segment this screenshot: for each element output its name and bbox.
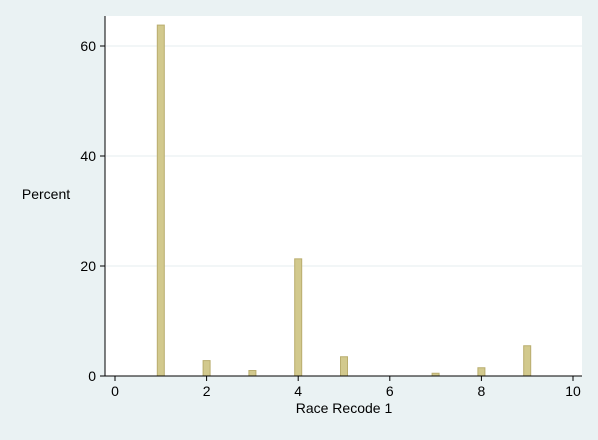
bar <box>523 345 532 377</box>
y-tick-label: 0 <box>88 368 96 384</box>
bar <box>202 360 211 377</box>
x-tick-label: 8 <box>478 383 486 399</box>
y-tick-label: 40 <box>80 148 96 164</box>
y-tick-label: 20 <box>80 258 96 274</box>
bar <box>294 258 303 377</box>
x-tick-label: 4 <box>294 383 302 399</box>
bar <box>156 24 165 377</box>
y-tick-label: 60 <box>80 38 96 54</box>
x-axis-label: Race Recode 1 <box>296 400 393 416</box>
x-tick-label: 10 <box>565 383 581 399</box>
grid-lines <box>106 45 582 267</box>
x-tick-label: 2 <box>203 383 211 399</box>
x-ticks: 0 2 4 6 8 10 <box>111 376 581 399</box>
bar <box>477 367 486 377</box>
axes <box>104 16 582 377</box>
y-axis-label: Percent <box>22 186 70 202</box>
bar <box>340 356 348 377</box>
x-tick-label: 6 <box>386 383 394 399</box>
x-tick-label: 0 <box>111 383 119 399</box>
plot-area <box>105 16 582 376</box>
y-ticks: 0 20 40 60 <box>80 38 105 384</box>
bar <box>248 370 257 377</box>
